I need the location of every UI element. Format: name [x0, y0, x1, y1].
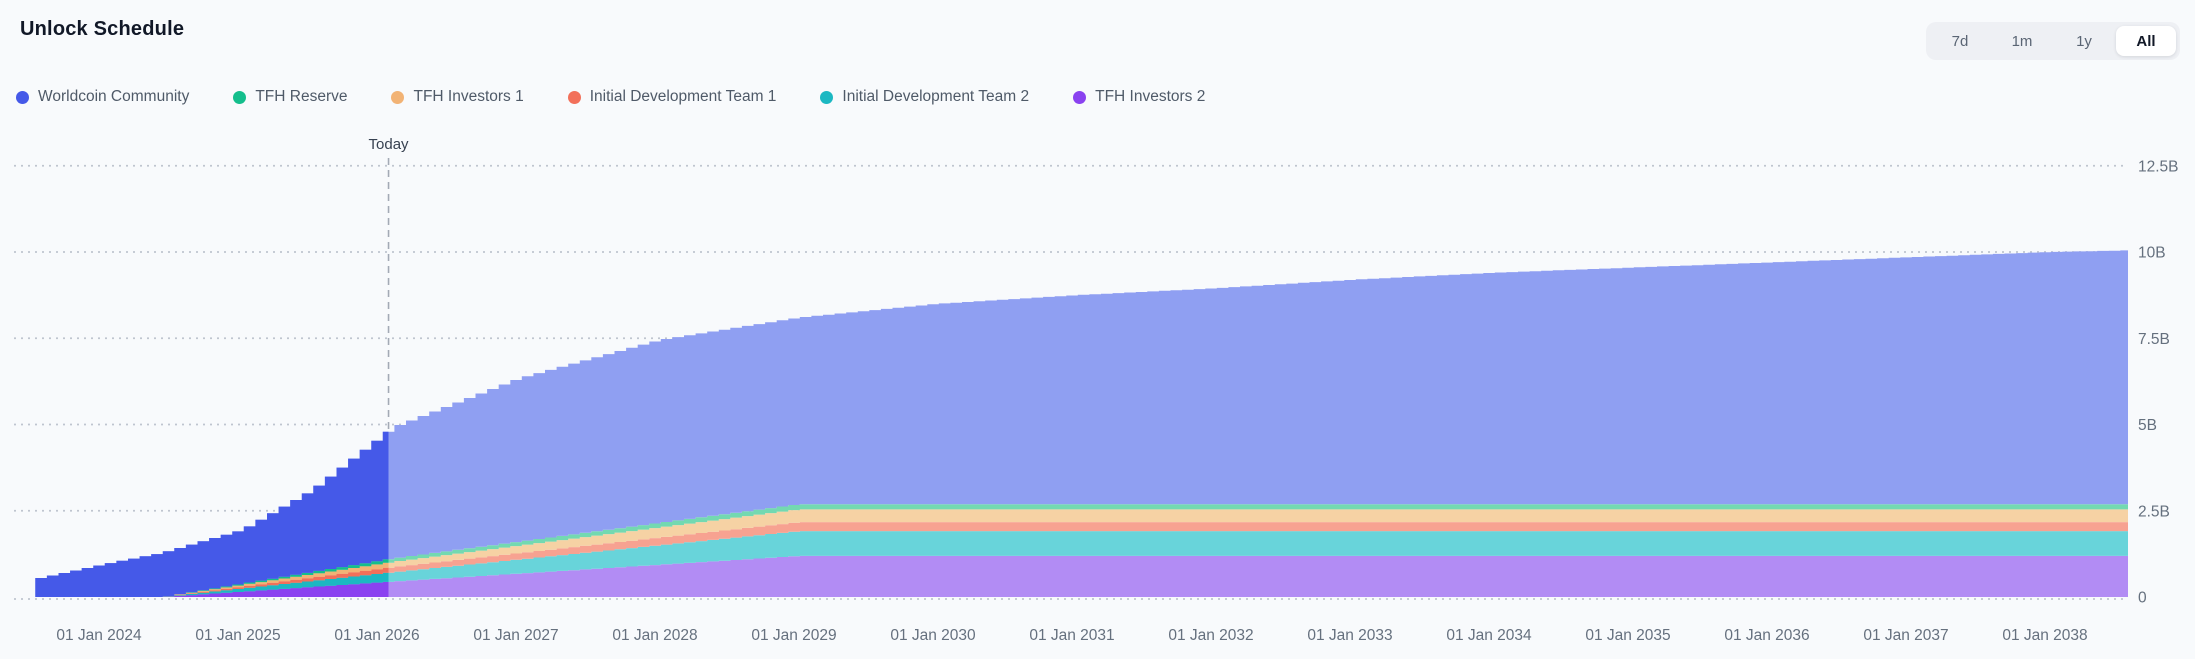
x-axis-label-2027: 01 Jan 2027 [473, 627, 558, 644]
legend-color-dot [567, 90, 581, 104]
area-past-initial-development-team-1 [35, 567, 389, 597]
range-button-7d[interactable]: 7d [1930, 26, 1990, 56]
x-axis-label-2037: 01 Jan 2037 [1863, 627, 1948, 644]
y-axis-label-0: 0 [2138, 590, 2147, 607]
x-axis-label-2030: 01 Jan 2030 [890, 627, 976, 644]
area-future-initial-development-team-1 [35, 522, 2128, 597]
x-axis-label-2036: 01 Jan 2036 [1724, 627, 1809, 644]
x-axis-label-2026: 01 Jan 2026 [334, 627, 419, 644]
legend-item-initial-development-team-2[interactable]: Initial Development Team 2 [820, 88, 1029, 106]
legend-color-dot [1073, 90, 1087, 104]
area-past-worldcoin-community [35, 431, 389, 597]
legend-label: Initial Development Team 2 [842, 88, 1030, 105]
legend-label: Initial Development Team 1 [589, 88, 777, 105]
legend-item-worldcoin-community[interactable]: Worldcoin Community [16, 88, 189, 106]
chart-legend: Worldcoin Community TFH Reserve TFH Invest… [16, 88, 1205, 106]
y-axis-label-10B: 10B [2138, 245, 2166, 262]
legend-item-tfh-investors-1[interactable]: TFH Investors 1 [391, 88, 524, 106]
x-axis-label-2031: 01 Jan 2031 [1029, 627, 1114, 644]
area-past-tfh-investors-1 [35, 562, 389, 597]
y-axis-label-12.5B: 12.5B [2138, 158, 2179, 175]
y-axis-label-2.5B: 2.5B [2138, 503, 2170, 520]
area-future-initial-development-team-2 [35, 531, 2128, 597]
legend-color-dot [16, 90, 29, 104]
x-axis-label-2033: 01 Jan 2033 [1307, 627, 1392, 644]
x-axis-label-2028: 01 Jan 2028 [612, 627, 697, 644]
legend-item-tfh-reserve[interactable]: TFH Reserve [233, 88, 347, 106]
area-future-tfh-reserve [35, 504, 2128, 597]
x-axis-label-2038: 01 Jan 2038 [2002, 627, 2087, 644]
legend-label: TFH Investors 2 [1095, 88, 1206, 105]
legend-color-dot [391, 90, 405, 104]
areas-past [35, 431, 389, 597]
x-axis-label-2025: 01 Jan 2025 [195, 627, 280, 644]
y-axis-label-7.5B: 7.5B [2138, 331, 2170, 348]
area-future-worldcoin-community [35, 250, 2128, 597]
areas-future [35, 250, 2128, 597]
legend-item-initial-development-team-1[interactable]: Initial Development Team 1 [567, 88, 777, 106]
x-axis-label-2034: 01 Jan 2034 [1446, 627, 1532, 644]
area-past-tfh-investors-2 [35, 581, 389, 597]
area-future-tfh-investors-2 [35, 555, 2128, 597]
area-past-initial-development-team-2 [35, 572, 389, 597]
legend-label: TFH Reserve [255, 88, 348, 105]
x-axis-label-2032: 01 Jan 2032 [1168, 627, 1253, 644]
x-axis-label-2035: 01 Jan 2035 [1585, 627, 1670, 644]
range-selector: 7d 1m 1y All [1926, 22, 2180, 60]
area-future-tfh-investors-1 [35, 509, 2128, 597]
range-button-1m[interactable]: 1m [1992, 26, 2052, 56]
legend-color-dot [233, 90, 247, 104]
today-label: Today [369, 136, 410, 153]
legend-label: Worldcoin Community [38, 88, 190, 105]
legend-label: TFH Investors 1 [413, 88, 524, 105]
legend-color-dot [820, 90, 834, 104]
legend-item-tfh-investors-2[interactable]: TFH Investors 2 [1073, 88, 1205, 106]
range-button-1y[interactable]: 1y [2054, 26, 2114, 56]
x-axis-label-2024: 01 Jan 2024 [56, 627, 142, 644]
range-button-all[interactable]: All [2116, 26, 2176, 56]
x-axis-label-2029: 01 Jan 2029 [751, 627, 836, 644]
page-title: Unlock Schedule [20, 18, 185, 40]
y-axis-label-5B: 5B [2138, 417, 2157, 434]
